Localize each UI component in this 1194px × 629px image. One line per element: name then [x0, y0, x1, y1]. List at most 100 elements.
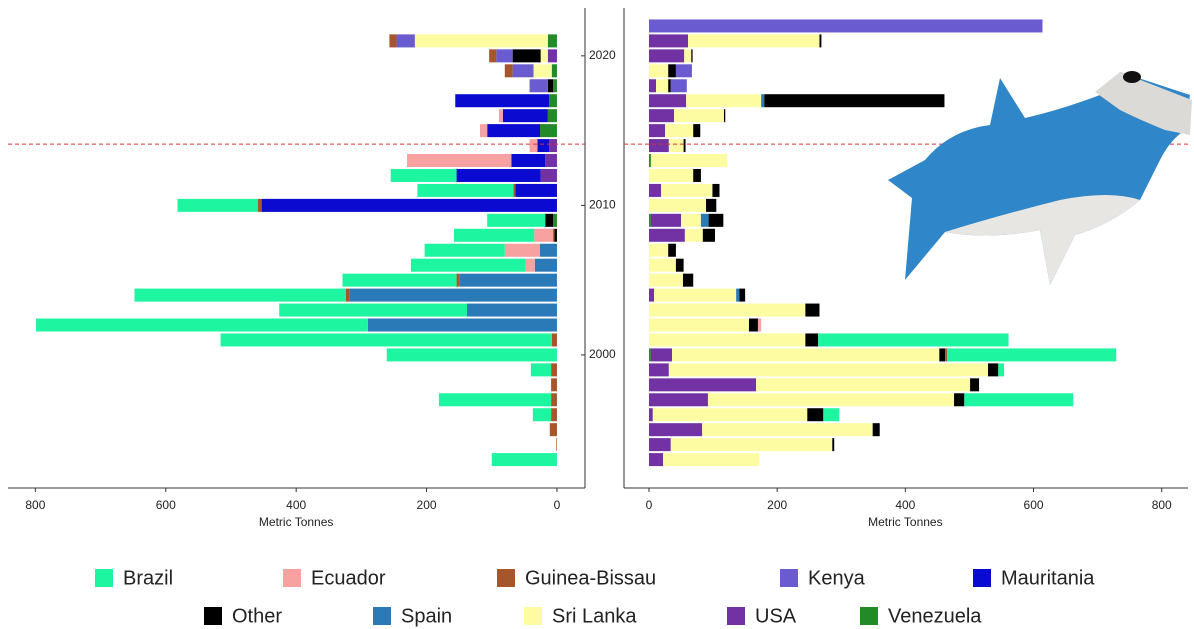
bar-segment: [872, 423, 880, 437]
bar-segment: [693, 124, 701, 138]
bar-segment: [466, 303, 557, 317]
bar-segment: [707, 393, 955, 407]
bar-segment: [424, 243, 505, 257]
bar-segment: [684, 49, 692, 63]
bar-segment: [367, 318, 557, 332]
legend-swatch: [973, 569, 991, 587]
bar-segment: [818, 333, 1009, 347]
bar-segment: [702, 423, 873, 437]
bar-segment: [534, 228, 554, 242]
bar-segment: [706, 198, 717, 212]
bar-segment: [670, 438, 833, 452]
bar-segment: [487, 124, 541, 138]
bar-segment: [665, 124, 694, 138]
bar-segment: [407, 154, 512, 168]
bar-segment: [553, 228, 555, 242]
bar-segment: [389, 34, 397, 48]
x-axis-title: Metric Tonnes: [868, 515, 942, 529]
bar-segment: [491, 453, 557, 467]
bar-segment: [537, 139, 550, 153]
bar-segment: [805, 303, 820, 317]
bar-segment: [648, 94, 687, 108]
y-tick-label: 2010: [589, 198, 616, 212]
bar-segment: [686, 94, 762, 108]
bar-segment: [455, 94, 550, 108]
bar-segment: [545, 154, 557, 168]
bar-segment: [547, 109, 557, 123]
bar-segment: [540, 124, 557, 138]
bar-segment: [498, 109, 503, 123]
bar-segment: [648, 124, 666, 138]
legend-label: Sri Lanka: [552, 605, 637, 627]
bar-segment: [648, 183, 662, 197]
bar-segment: [708, 213, 724, 227]
bar-segment: [682, 273, 694, 287]
bar-segment: [648, 288, 655, 302]
bar-segment: [512, 64, 534, 78]
bar-segment: [668, 363, 989, 377]
bar-segment: [648, 303, 806, 317]
bar-segment: [345, 288, 350, 302]
bar-segment: [756, 378, 971, 392]
legend-swatch: [780, 569, 798, 587]
bar-segment: [279, 303, 467, 317]
bar-segment: [712, 183, 720, 197]
bar-segment: [549, 423, 557, 437]
bar-segment: [648, 198, 707, 212]
bar-segment: [654, 288, 737, 302]
shark-illustration: [888, 71, 1192, 285]
bar-segment: [553, 79, 557, 93]
bar-segment: [970, 378, 980, 392]
bar-segment: [648, 213, 651, 227]
bar-segment: [530, 363, 552, 377]
bar-segment: [549, 94, 557, 108]
bar-segment: [832, 438, 835, 452]
bar-segment: [807, 408, 824, 422]
bar-segment: [504, 64, 513, 78]
bar-segment: [675, 64, 692, 78]
x-tick-label: 800: [25, 498, 45, 512]
bar-segment: [684, 228, 703, 242]
bar-segment: [683, 139, 686, 153]
legend-label: Spain: [401, 605, 452, 627]
bar-segment: [459, 273, 557, 287]
bar-segment: [648, 453, 664, 467]
bar-segment: [549, 139, 557, 153]
bar-segment: [670, 79, 687, 93]
bar-segment: [177, 198, 258, 212]
x-tick-label: 0: [554, 498, 561, 512]
bar-segment: [456, 273, 460, 287]
x-tick-label: 400: [895, 498, 915, 512]
legend-swatch: [497, 569, 515, 587]
bar-segment: [349, 288, 557, 302]
bar-segment: [525, 258, 535, 272]
bar-segment: [496, 49, 513, 63]
bar-segment: [702, 228, 716, 242]
bar-segment: [954, 393, 965, 407]
x-tick-label: 400: [286, 498, 306, 512]
bar-segment: [668, 79, 671, 93]
x-axis-title: Metric Tonnes: [259, 515, 333, 529]
bar-segment: [648, 348, 651, 362]
bar-segment: [540, 243, 557, 257]
bar-segment: [547, 49, 557, 63]
bar-segment: [648, 378, 757, 392]
bar-segment: [675, 258, 684, 272]
legend-label: USA: [755, 605, 797, 627]
bar-segment: [533, 64, 552, 78]
bar-segment: [672, 348, 940, 362]
bar-segment: [551, 363, 557, 377]
bar-segment: [551, 393, 557, 407]
bar-segment: [761, 94, 765, 108]
bar-segment: [551, 408, 557, 422]
bar-segment: [736, 288, 740, 302]
bar-segment: [556, 438, 557, 452]
bar-segment: [805, 333, 819, 347]
bar-segment: [438, 393, 552, 407]
bar-segment: [652, 408, 808, 422]
bar-segment: [534, 258, 557, 272]
y-tick-label: 2000: [589, 347, 616, 361]
bar-segment: [648, 49, 685, 63]
bar-segment: [648, 393, 708, 407]
bar-segment: [691, 49, 693, 63]
